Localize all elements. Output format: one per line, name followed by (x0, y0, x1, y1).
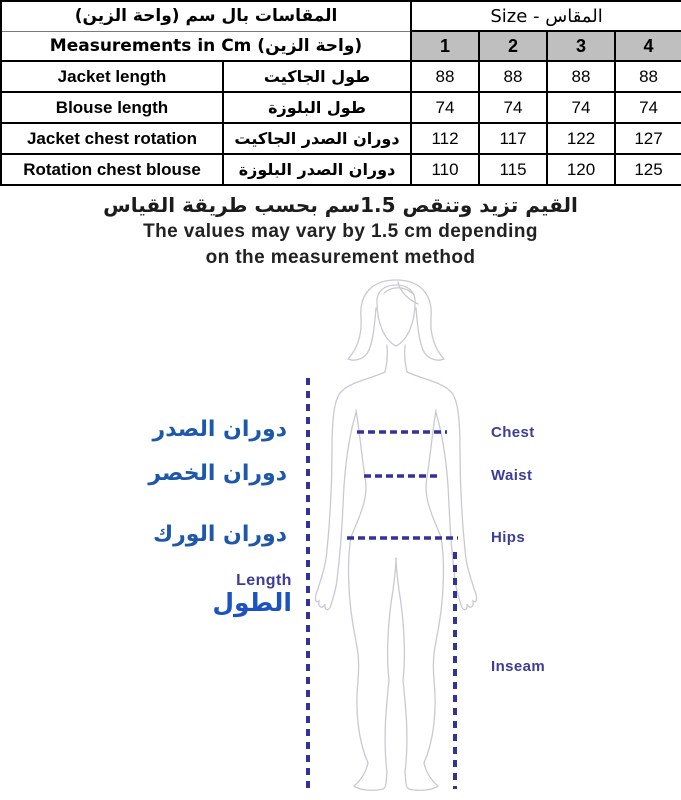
cell-value: 112 (410, 122, 480, 155)
row-label-ar: طول البلوزة (222, 91, 412, 124)
size-column-3: 3 (546, 30, 616, 62)
row-label-en: Jacket chest rotation (0, 122, 224, 155)
cell-value: 127 (613, 122, 681, 155)
row-label-en: Rotation chest blouse (0, 153, 224, 186)
table-title-english: Measurements in Cm (واحة الزين) (0, 30, 412, 62)
row-label-en: Blouse length (0, 91, 224, 124)
chest-label-arabic: دوران الصدر (152, 417, 287, 442)
size-header: المقاس - Size (409, 0, 681, 32)
table-row-jacket-length: Jacket length طول الجاكيت 88 88 88 88 (0, 60, 681, 93)
note-english-line1: The values may vary by 1.5 cm depending (143, 221, 538, 242)
waist-label-arabic: دوران الخصر (148, 461, 287, 486)
size-column-1: 1 (410, 30, 480, 62)
hips-label-arabic: دوران الورك (152, 522, 287, 547)
table-row: Measurements in Cm (واحة الزين) 1 2 3 4 (0, 30, 681, 62)
note-arabic: القيم تزيد وتنقص 1.5سم بحسب طريقة القياس (103, 193, 578, 217)
chest-label-english: Chest (491, 424, 535, 441)
cell-value: 74 (410, 91, 480, 124)
body-outline (314, 279, 478, 791)
table-row-rotation-chest-blouse: Rotation chest blouse دوران الصدر البلوز… (0, 153, 681, 186)
size-column-4: 4 (613, 30, 681, 62)
cell-value: 120 (546, 153, 616, 186)
cell-value: 115 (478, 153, 548, 186)
note-english-line2: on the measurement method (205, 247, 476, 268)
cell-value: 74 (478, 91, 548, 124)
cell-value: 117 (478, 122, 548, 155)
table-row-jacket-chest-rotation: Jacket chest rotation دوران الصدر الجاكي… (0, 122, 681, 155)
table-row: المقاسات بال سم (واحة الزين) المقاس - Si… (0, 0, 681, 32)
row-label-ar: طول الجاكيت (222, 60, 412, 93)
waist-label-english: Waist (491, 467, 533, 484)
cell-value: 74 (613, 91, 681, 124)
measurement-note: القيم تزيد وتنقص 1.5سم بحسب طريقة القياس… (0, 192, 681, 271)
row-label-ar: دوران الصدر البلوزة (222, 153, 412, 186)
table-title-arabic: المقاسات بال سم (واحة الزين) (0, 0, 412, 32)
length-label-arabic: الطول (212, 588, 292, 617)
cell-value: 88 (546, 60, 616, 93)
length-label-english: Length (236, 572, 292, 589)
row-label-en: Jacket length (0, 60, 224, 93)
size-column-2: 2 (478, 30, 548, 62)
cell-value: 88 (410, 60, 480, 93)
measurements-table: المقاسات بال سم (واحة الزين) المقاس - Si… (0, 0, 681, 186)
cell-value: 88 (478, 60, 548, 93)
inseam-label-english: Inseam (491, 658, 546, 675)
hips-label-english: Hips (491, 529, 526, 546)
row-label-ar: دوران الصدر الجاكيت (222, 122, 412, 155)
cell-value: 74 (546, 91, 616, 124)
cell-value: 88 (613, 60, 681, 93)
table-row-blouse-length: Blouse length طول البلوزة 74 74 74 74 (0, 91, 681, 124)
cell-value: 122 (546, 122, 616, 155)
cell-value: 110 (410, 153, 480, 186)
